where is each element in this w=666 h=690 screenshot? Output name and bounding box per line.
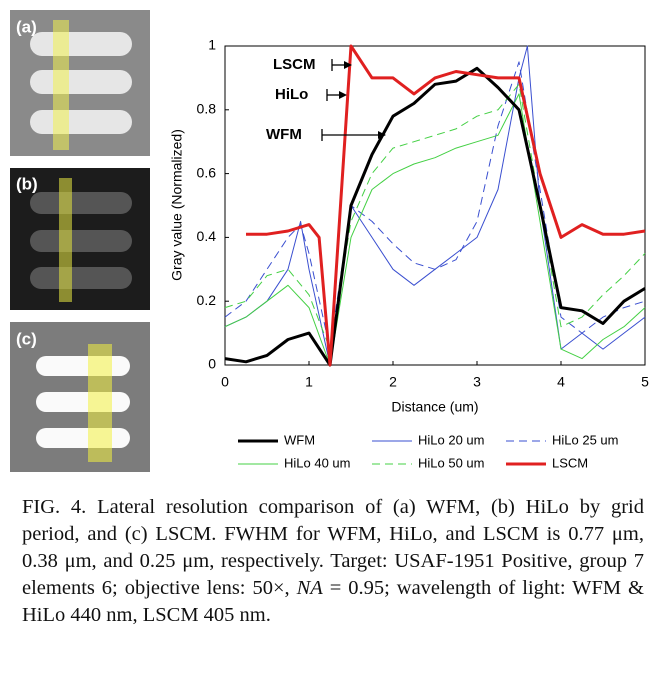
x-axis-label: Distance (um) [391, 399, 478, 415]
x-tick-label: 3 [473, 374, 481, 390]
caption-text: = 0.95; wavelength of light: WFM & HiLo … [22, 577, 644, 626]
legend-label: HiLo 20 um [418, 432, 484, 447]
panel-c: (c) [10, 322, 150, 472]
annotation: HiLo [275, 86, 308, 103]
legend-label: LSCM [552, 455, 588, 470]
y-tick-label: 0.6 [197, 164, 217, 180]
legend-label: HiLo 25 um [552, 432, 618, 447]
y-tick-label: 0.4 [197, 228, 217, 244]
line [224, 66, 646, 367]
y-tick-label: 0.2 [197, 292, 217, 308]
plot-frame [224, 45, 646, 366]
arrow-head [344, 61, 352, 69]
panel-label: (c) [16, 329, 37, 348]
legend-label: WFM [284, 432, 315, 447]
legend-label: HiLo 40 um [284, 455, 350, 470]
y-tick-label: 0.8 [197, 101, 217, 117]
annotation: LSCM [273, 56, 316, 73]
x-tick-label: 0 [221, 374, 229, 390]
line [246, 44, 646, 367]
annotation: WFM [266, 126, 302, 143]
x-tick-label: 5 [641, 374, 649, 390]
x-tick-label: 4 [557, 374, 565, 390]
y-tick-label: 1 [208, 37, 216, 53]
caption: FIG. 4. Lateral resolution comparison of… [22, 494, 644, 629]
arrow-head [378, 131, 386, 139]
caption-text: FIG. 4. Lateral resolution comparison of… [22, 496, 644, 599]
panel-b: (b) [10, 168, 150, 310]
x-tick-label: 2 [389, 374, 397, 390]
line [224, 93, 646, 366]
y-tick-label: 0 [208, 356, 216, 372]
caption-italic: NA [296, 577, 323, 599]
panel-a: (a) [10, 10, 150, 156]
legend-label: HiLo 50 um [418, 455, 484, 470]
y-axis-label: Gray value (Normalized) [169, 129, 185, 281]
panel-label: (a) [16, 17, 37, 36]
x-tick-label: 1 [305, 374, 313, 390]
line [224, 61, 646, 350]
panel-label: (b) [16, 174, 38, 193]
arrow-head [339, 91, 347, 99]
figure: (a) (b) (c) Distance (um) Gray value (No… [10, 10, 649, 472]
